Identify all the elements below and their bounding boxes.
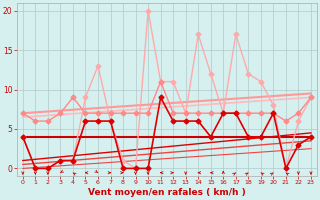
X-axis label: Vent moyen/en rafales ( km/h ): Vent moyen/en rafales ( km/h ) [88, 188, 246, 197]
